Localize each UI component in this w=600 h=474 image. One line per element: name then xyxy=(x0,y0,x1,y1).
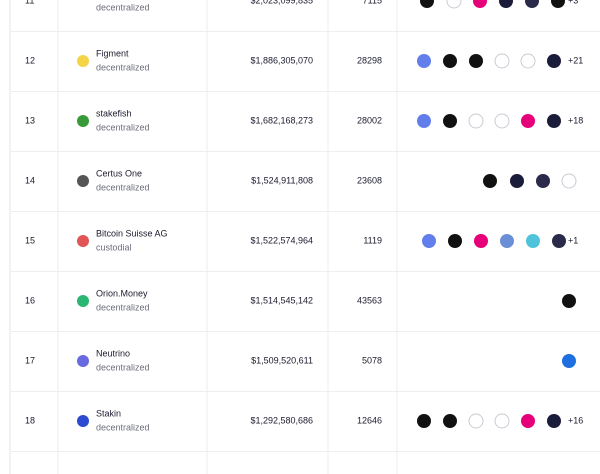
rank: 16 xyxy=(25,295,35,305)
staked-value: $1,682,168,273 xyxy=(250,115,313,125)
delegator-count: 12646 xyxy=(357,415,382,425)
network-icon xyxy=(561,173,577,189)
validator-type: decentralized xyxy=(96,2,150,12)
validator-name[interactable]: Bitcoin Suisse AG xyxy=(96,228,168,238)
network-icon xyxy=(446,0,462,9)
network-icon xyxy=(473,0,487,8)
delegator-count: 23608 xyxy=(357,175,382,185)
network-icon xyxy=(520,53,536,69)
validator-name[interactable]: Figment xyxy=(96,48,129,58)
network-icon xyxy=(468,413,484,429)
network-icon xyxy=(417,54,431,68)
network-icon xyxy=(525,0,539,8)
validator-type: decentralized xyxy=(96,362,150,372)
validator-type: decentralized xyxy=(96,422,150,432)
network-icon xyxy=(547,414,561,428)
staked-value: $2,023,099,835 xyxy=(250,0,313,5)
network-icon xyxy=(417,414,431,428)
more-networks: +1 xyxy=(568,235,578,245)
rank: 17 xyxy=(25,355,35,365)
network-icon xyxy=(483,174,497,188)
validator-type: decentralized xyxy=(96,182,150,192)
validator-logo xyxy=(77,415,89,427)
rank: 14 xyxy=(25,175,35,185)
validator-type: decentralized xyxy=(96,122,150,132)
network-icon xyxy=(499,0,513,8)
validator-name[interactable]: Neutrino xyxy=(96,348,130,358)
rank: 15 xyxy=(25,235,35,245)
delegator-count: 7115 xyxy=(363,0,382,5)
rank: 18 xyxy=(25,415,35,425)
delegator-count: 28298 xyxy=(357,55,382,65)
delegator-count: 1119 xyxy=(363,235,382,245)
validator-logo xyxy=(77,295,89,307)
rank: 11 xyxy=(25,0,34,5)
more-networks: +16 xyxy=(568,415,583,425)
staked-value: $1,509,520,611 xyxy=(251,355,313,365)
more-networks: +21 xyxy=(568,55,583,65)
delegator-count: 5078 xyxy=(362,355,382,365)
validator-name[interactable]: Orion.Money xyxy=(96,288,148,298)
network-icon xyxy=(547,54,561,68)
network-icon xyxy=(551,0,565,8)
network-icon xyxy=(494,113,510,129)
network-icon xyxy=(420,0,434,8)
delegator-count: 43563 xyxy=(357,295,382,305)
validator-type: custodial xyxy=(96,242,132,252)
validator-name[interactable]: Stakin xyxy=(96,408,121,418)
validator-logo xyxy=(77,55,89,67)
validator-logo xyxy=(77,355,89,367)
network-icon xyxy=(536,174,550,188)
network-icon xyxy=(422,234,436,248)
network-icon xyxy=(474,234,488,248)
validator-type: decentralized xyxy=(96,62,150,72)
rank: 12 xyxy=(25,55,35,65)
network-icon xyxy=(526,234,540,248)
validator-name[interactable]: stakefish xyxy=(96,108,132,118)
network-icon xyxy=(500,234,514,248)
validator-logo xyxy=(77,235,89,247)
network-icon xyxy=(443,114,457,128)
validator-logo xyxy=(77,115,89,127)
more-networks: +18 xyxy=(568,115,583,125)
network-icon xyxy=(562,354,576,368)
network-icon xyxy=(468,113,484,129)
staked-value: $1,514,545,142 xyxy=(250,295,313,305)
network-icon xyxy=(443,414,457,428)
network-icon xyxy=(494,413,510,429)
network-icon xyxy=(552,234,566,248)
network-icon xyxy=(521,114,535,128)
staked-value: $1,292,580,686 xyxy=(250,415,313,425)
staked-value: $1,522,574,964 xyxy=(250,235,313,245)
network-icon xyxy=(443,54,457,68)
network-icon xyxy=(510,174,524,188)
more-networks: +3 xyxy=(568,0,578,5)
validator-logo xyxy=(77,175,89,187)
network-icon xyxy=(448,234,462,248)
rank: 13 xyxy=(25,115,35,125)
staked-value: $1,886,305,070 xyxy=(250,55,313,65)
network-icon xyxy=(562,294,576,308)
network-icon xyxy=(494,53,510,69)
staked-value: $1,524,911,808 xyxy=(251,175,313,185)
delegator-count: 28002 xyxy=(357,115,382,125)
network-icon xyxy=(417,114,431,128)
network-icon xyxy=(469,54,483,68)
network-icon xyxy=(547,114,561,128)
validator-name[interactable]: Certus One xyxy=(96,168,142,178)
network-icon xyxy=(521,414,535,428)
validator-type: decentralized xyxy=(96,302,150,312)
